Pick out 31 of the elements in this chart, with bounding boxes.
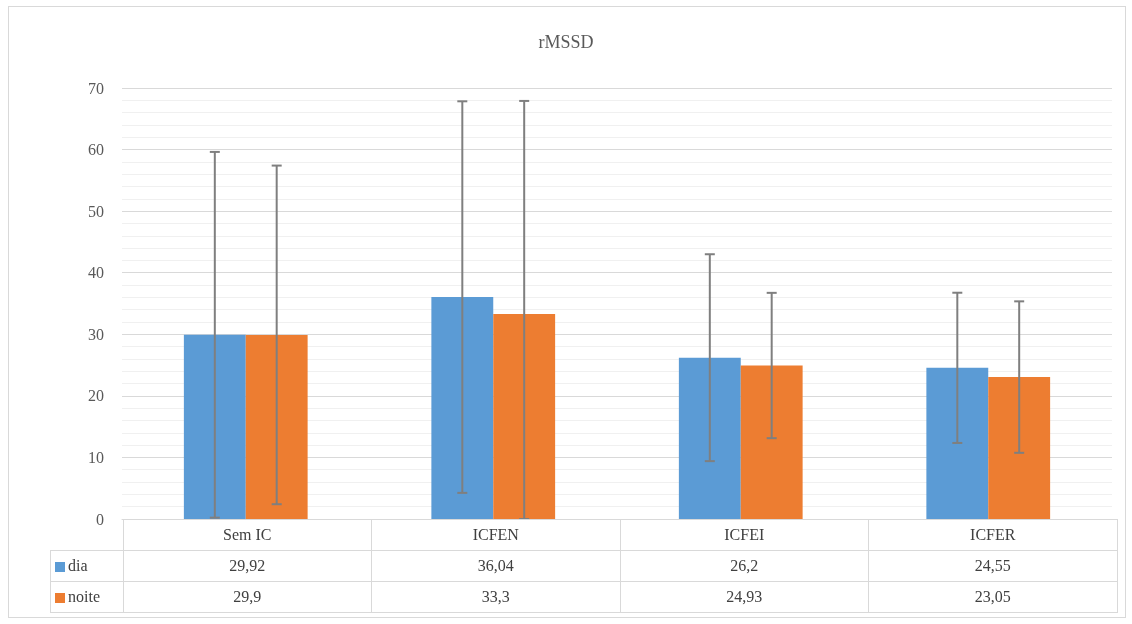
y-tick-label: 10 — [88, 448, 104, 466]
data-label: 24,93 — [620, 581, 869, 613]
legend-label: dia — [50, 550, 123, 582]
data-label: 26,2 — [620, 550, 869, 582]
bar — [926, 367, 989, 519]
data-label: 29,9 — [123, 581, 372, 613]
x-tick-label: ICFEI — [620, 519, 869, 551]
y-tick-label: 70 — [88, 79, 104, 97]
data-label: 23,05 — [868, 581, 1117, 613]
bar — [431, 297, 494, 519]
y-tick-label: 50 — [88, 202, 104, 220]
y-tick-label: 40 — [88, 264, 104, 282]
chart-title: rMSSD — [538, 32, 594, 52]
y-tick-label: 20 — [88, 387, 104, 405]
x-tick-label: ICFER — [868, 519, 1117, 551]
x-tick-label: Sem IC — [123, 519, 372, 551]
bar — [678, 357, 741, 519]
y-tick-label: 0 — [96, 510, 104, 528]
y-tick-label: 60 — [88, 141, 104, 159]
y-tick-label: 30 — [88, 325, 104, 343]
bar — [988, 377, 1051, 519]
x-tick-label: ICFEN — [371, 519, 620, 551]
data-label: 36,04 — [371, 550, 620, 582]
data-label: 24,55 — [868, 550, 1117, 582]
legend-label: noite — [50, 581, 123, 613]
bar — [740, 365, 803, 519]
data-label: 29,92 — [123, 550, 372, 582]
bar — [493, 313, 556, 519]
bar — [183, 334, 246, 519]
data-label: 33,3 — [371, 581, 620, 613]
bar — [245, 334, 308, 519]
